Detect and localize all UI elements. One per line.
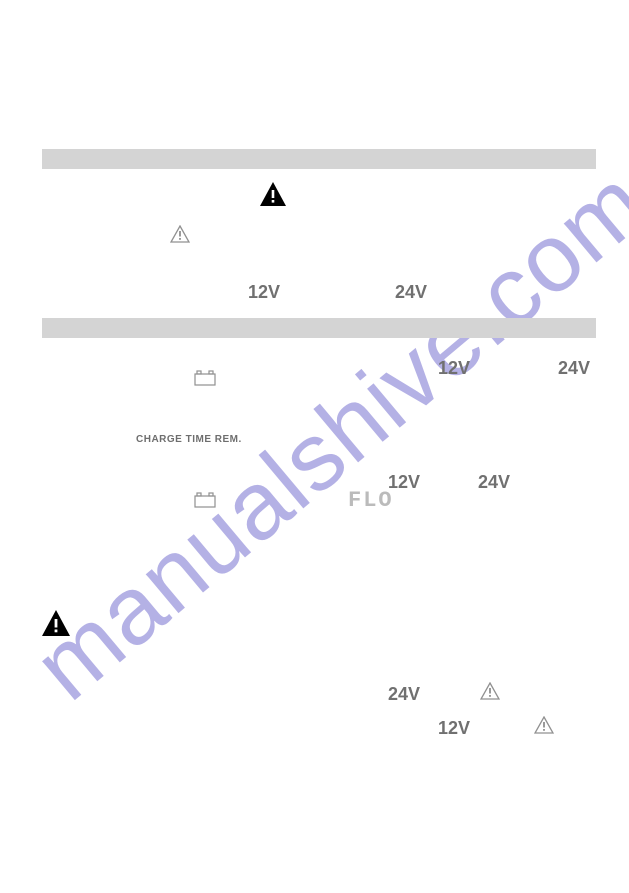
voltage-label-24v: 24V: [478, 472, 510, 493]
warning-outline-icon: [480, 682, 500, 705]
charge-time-label: CHARGE TIME REM.: [136, 434, 242, 445]
voltage-label-24v: 24V: [395, 282, 427, 303]
battery-icon: [194, 492, 216, 513]
warning-outline-icon: [534, 716, 554, 739]
voltage-label-24v: 24V: [558, 358, 590, 379]
watermark-text: manualshive.com: [14, 148, 629, 722]
warning-solid-icon: [42, 610, 70, 641]
voltage-label-12v: 12V: [438, 718, 470, 739]
section-bar-1: [42, 149, 596, 169]
voltage-label-12v: 12V: [248, 282, 280, 303]
warning-solid-icon: [260, 182, 286, 211]
voltage-label-24v: 24V: [388, 684, 420, 705]
warning-outline-icon: [170, 225, 190, 248]
flo-display: FLO: [348, 488, 394, 513]
voltage-label-12v: 12V: [438, 358, 470, 379]
battery-icon: [194, 370, 216, 391]
section-bar-2: [42, 318, 596, 338]
